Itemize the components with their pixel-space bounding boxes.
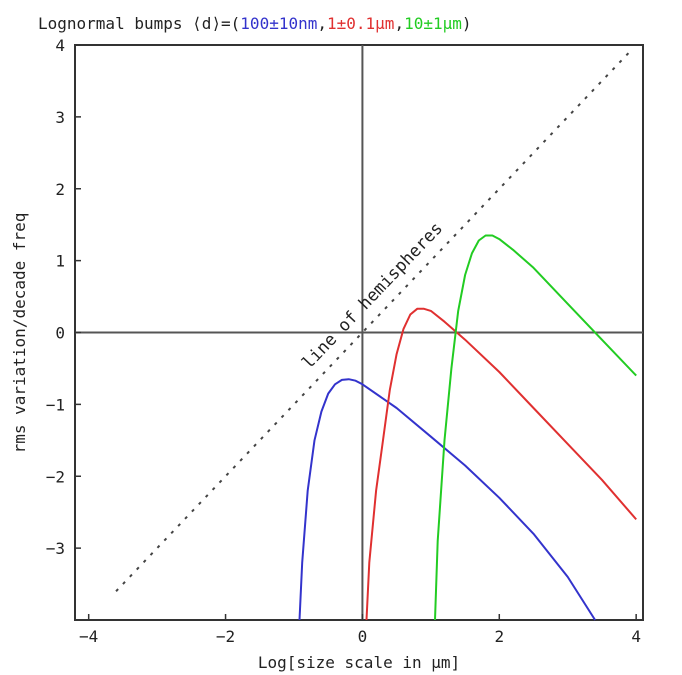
x-tick-label: −2 xyxy=(216,627,235,646)
hemispheres-reference-line xyxy=(115,51,631,592)
series-line-2 xyxy=(434,234,637,621)
title-suffix: ) xyxy=(462,14,472,33)
y-tick-label: 1 xyxy=(55,252,65,271)
y-tick-label: −3 xyxy=(46,539,65,558)
chart-title: Lognormal bumps ⟨d⟩=(100±10nm,1±0.1μm,10… xyxy=(38,14,472,33)
series-line-0 xyxy=(298,378,596,621)
y-tick-label: 4 xyxy=(55,36,65,55)
series-line-1 xyxy=(365,307,637,621)
x-tick-label: 2 xyxy=(494,627,504,646)
title-part-4: 10±1μm xyxy=(404,14,462,33)
series-group xyxy=(298,234,637,621)
title-part-1: , xyxy=(317,14,327,33)
title-prefix: Lognormal bumps ⟨d⟩=( xyxy=(38,14,240,33)
y-tick-label: 0 xyxy=(55,324,65,343)
y-tick-label: −2 xyxy=(46,467,65,486)
y-ticks: 4 3 2 1 0 −1 −2 −3 xyxy=(46,36,81,558)
x-ticks: −4 −2 0 2 4 xyxy=(79,614,641,646)
x-axis-label: Log[size scale in μm] xyxy=(258,653,460,672)
title-part-0: 100±10nm xyxy=(240,14,317,33)
hemispheres-line-label: line of hemispheres xyxy=(298,219,447,374)
title-part-2: 1±0.1μm xyxy=(327,14,394,33)
x-tick-label: −4 xyxy=(79,627,98,646)
x-tick-label: 0 xyxy=(358,627,368,646)
y-axis-label: rms variation/decade freq xyxy=(10,213,29,454)
y-tick-label: −1 xyxy=(46,395,65,414)
y-tick-label: 2 xyxy=(55,180,65,199)
y-tick-label: 3 xyxy=(55,108,65,127)
x-tick-label: 4 xyxy=(631,627,641,646)
title-part-3: , xyxy=(394,14,404,33)
